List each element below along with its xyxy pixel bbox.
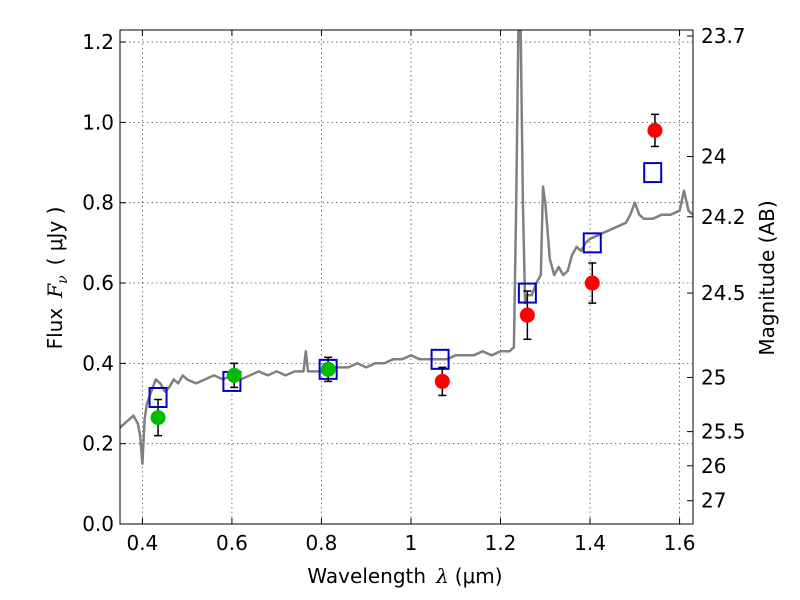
y-axis-label: Flux Fν ( μJy ) (43, 207, 71, 350)
x-axis-label-unit: (μm) (455, 564, 503, 588)
bandpass-square-marker (430, 348, 450, 370)
x-axis-label-symbol: λ (435, 564, 449, 588)
series-layer (120, 30, 693, 466)
mag-tick-label: 23.7 (701, 24, 746, 48)
x-tick-label: 1.6 (664, 531, 696, 555)
y2-axis-label: Magnitude (AB) (755, 200, 779, 355)
y-tick-label: 1.0 (82, 110, 114, 134)
y-tick-label: 0.4 (82, 351, 114, 375)
observed-red-point (434, 373, 450, 389)
mag-tick-label: 26 (701, 454, 726, 478)
mag-tick-label: 24.5 (701, 281, 746, 305)
observed-green-point (150, 410, 166, 426)
y-tick-label: 1.2 (82, 30, 114, 54)
y-axis-label-unit: ( μJy ) (43, 207, 67, 266)
mag-tick-label: 24.2 (701, 205, 746, 229)
ticks-layer: 0.4 0.6 0.8 1 1.2 1.4 1.6 0.0 0.2 0.4 0.6 0.8 1.0 1.2… (82, 24, 745, 555)
y-tick-label: 0.8 (82, 191, 114, 215)
y-axis-label-text: Flux (43, 308, 67, 350)
y-axis-label-subscript: ν (55, 275, 71, 284)
x-axis-label: Wavelength λ (μm) (307, 564, 502, 588)
bandpass-square-marker (643, 162, 663, 184)
mag-tick-label: 25 (701, 365, 726, 389)
x-tick-label: 1.4 (574, 531, 606, 555)
observed-green-point (320, 361, 336, 377)
spectrum-line (120, 30, 693, 466)
x-axis-label-text: Wavelength (307, 564, 426, 588)
observed-red-point (584, 275, 600, 291)
y-tick-label: 0.0 (82, 512, 114, 536)
plot-frame (119, 29, 694, 525)
observed-green-point (226, 367, 242, 383)
mag-tick-label: 25.5 (701, 420, 746, 444)
bandpass-square-marker (582, 232, 602, 254)
y-axis-label-symbol: F (43, 283, 67, 299)
observed-red-point (647, 122, 663, 138)
x-tick-label: 1.2 (485, 531, 517, 555)
mag-tick-label: 27 (701, 489, 726, 513)
x-tick-label: 1 (405, 531, 418, 555)
grid-layer (120, 30, 693, 525)
x-tick-label: 0.4 (126, 531, 158, 555)
x-tick-label: 0.8 (306, 531, 338, 555)
observed-red-point (519, 307, 535, 323)
y-tick-label: 0.6 (82, 271, 114, 295)
x-tick-label: 0.6 (216, 531, 248, 555)
y-tick-label: 0.2 (82, 432, 114, 456)
mag-tick-label: 24 (701, 145, 726, 169)
